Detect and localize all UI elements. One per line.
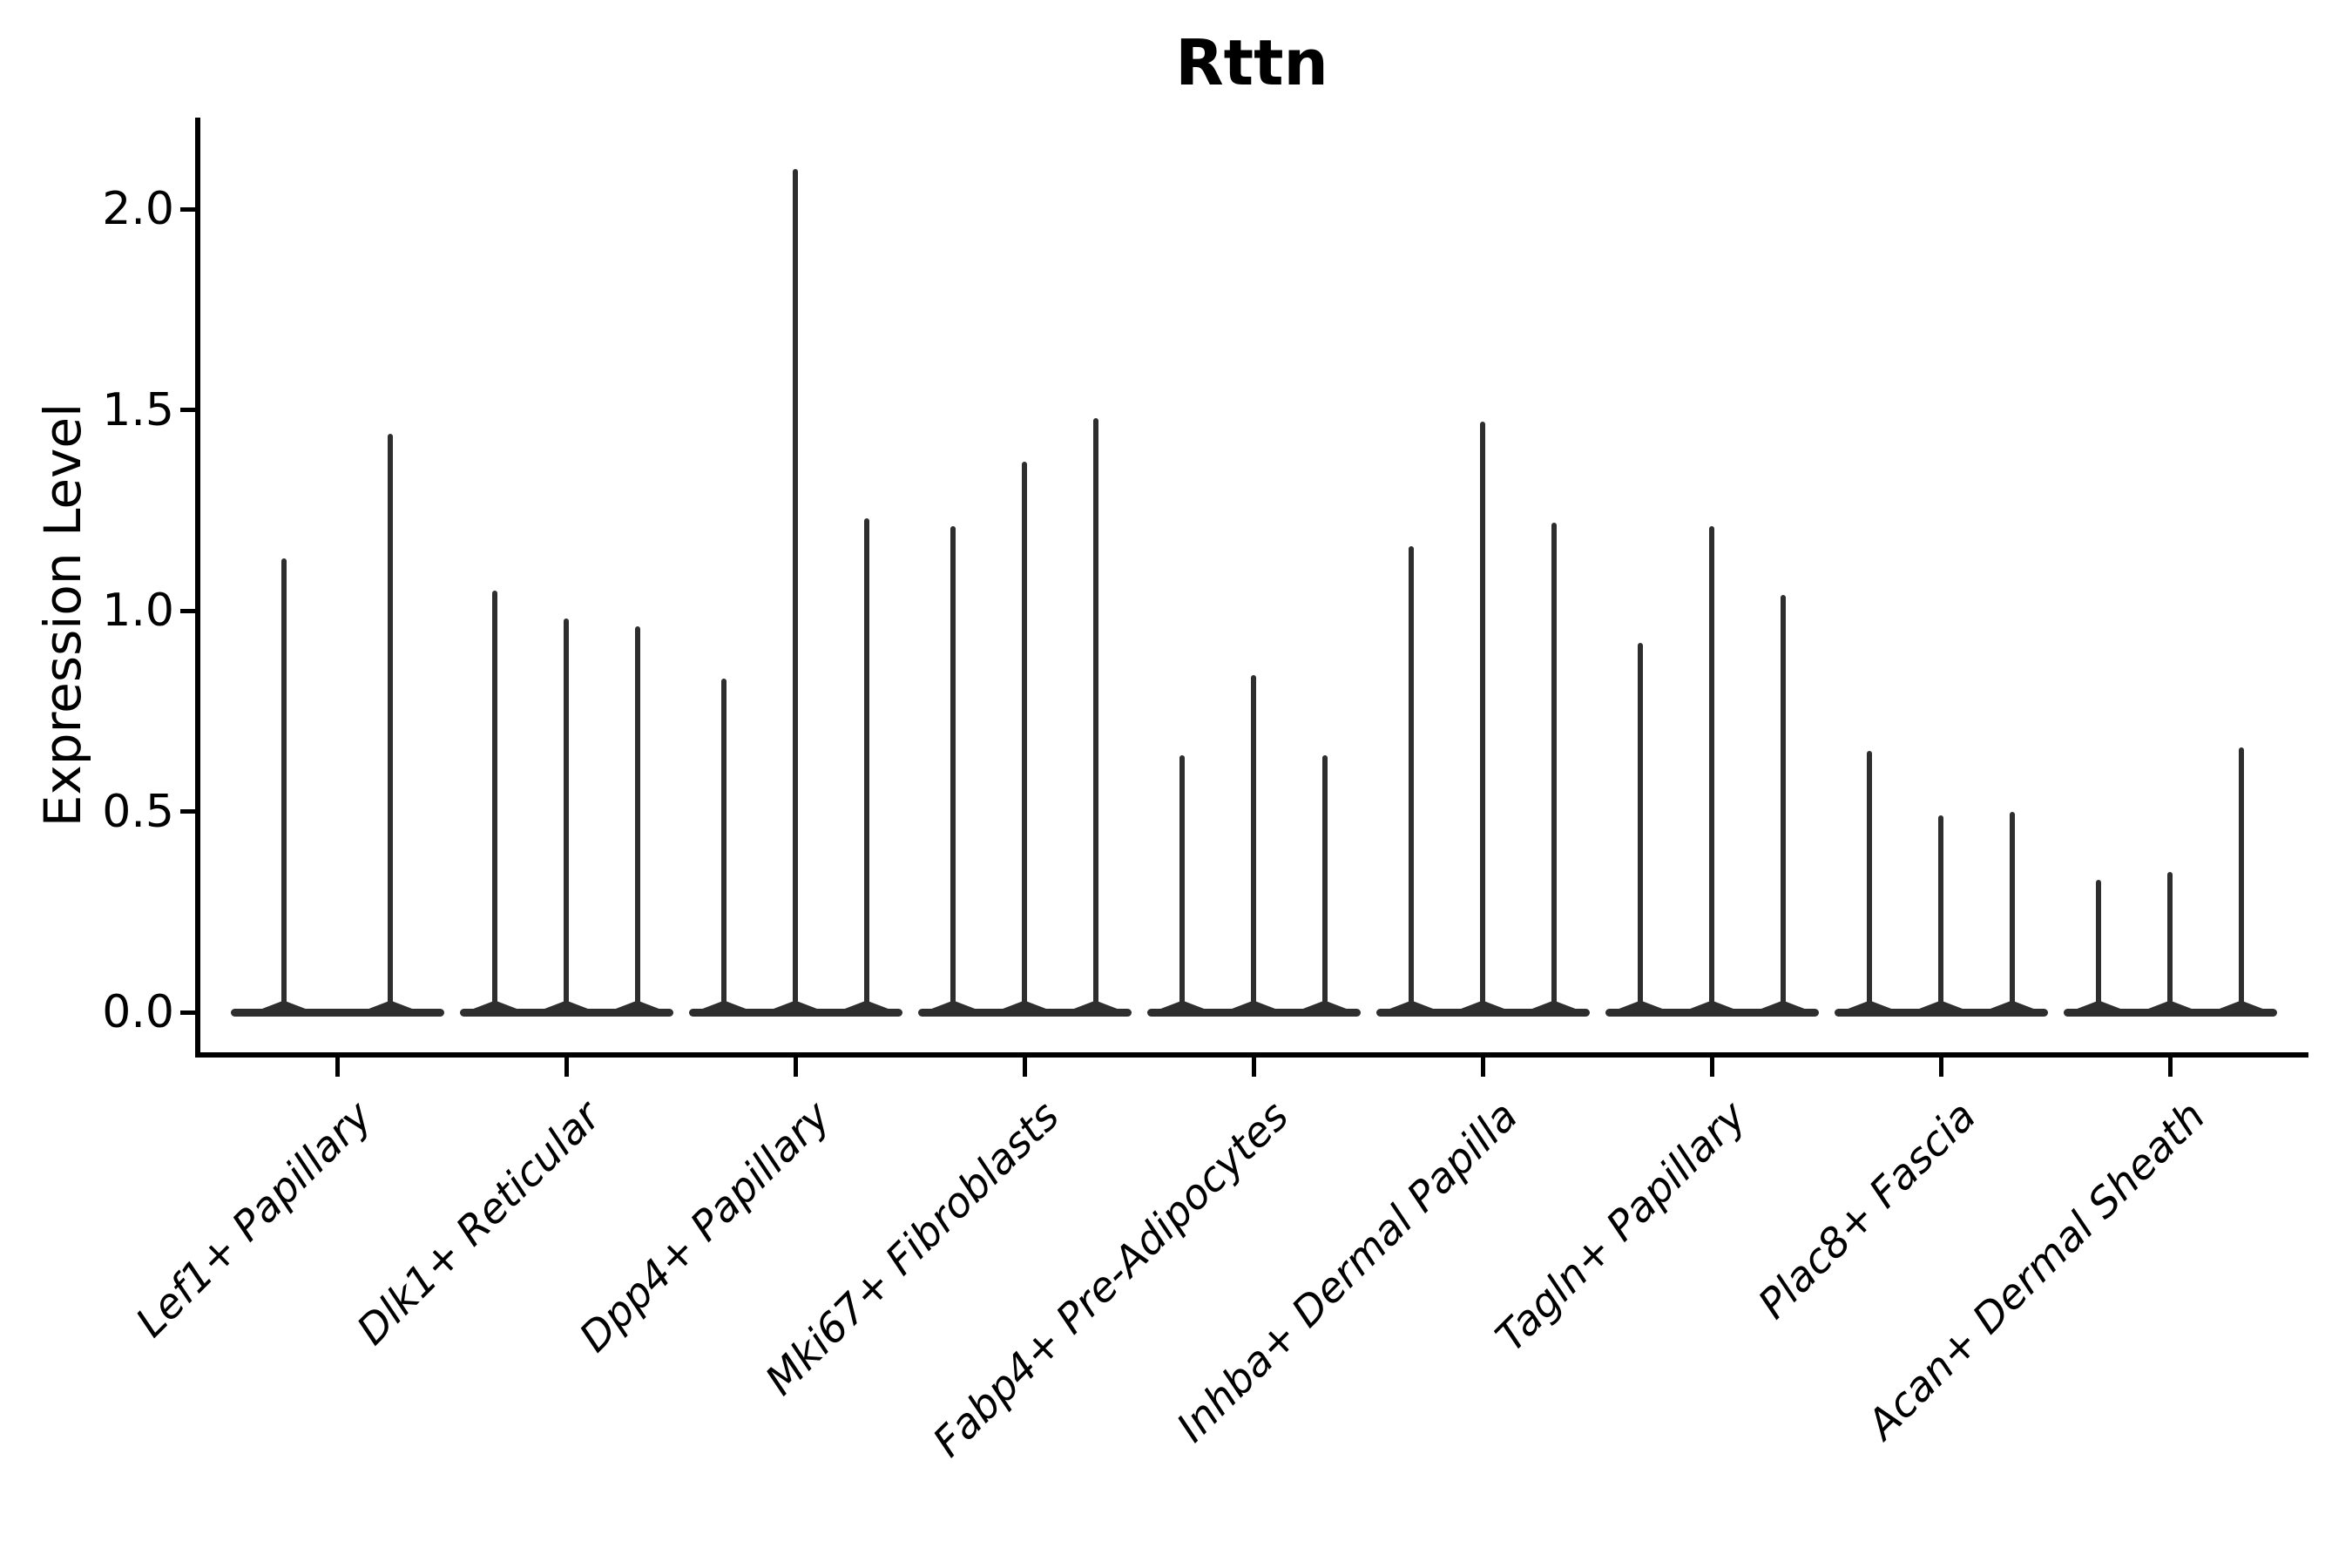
x-tick-label: Plac8+ Fascia (1748, 1092, 1985, 1328)
violin-spike (793, 168, 798, 1014)
y-tick-mark (180, 206, 195, 212)
y-tick-label: 2.0 (102, 183, 174, 235)
y-tick-mark (180, 408, 195, 412)
y-tick-label: 0.0 (102, 986, 174, 1038)
violin-spike (1709, 526, 1714, 1014)
y-tick-mark (180, 608, 195, 613)
plot-title: Rttn (1175, 26, 1328, 99)
violin-spike (1092, 417, 1098, 1014)
violin-spike (388, 434, 394, 1014)
violin-spike (492, 590, 498, 1014)
violin-spike (2167, 871, 2173, 1014)
violin-spike (1179, 754, 1186, 1014)
x-tick-mark (1938, 1058, 1943, 1077)
x-tick-mark (1251, 1058, 1256, 1077)
x-tick-label: Lef1+ Papillary (126, 1092, 382, 1347)
x-tick-mark (1480, 1058, 1485, 1077)
x-tick-mark (793, 1058, 798, 1077)
violin-spike (1638, 642, 1644, 1014)
violin-spike (1551, 522, 1557, 1014)
x-tick-label: Tagln+ Papillary (1486, 1092, 1756, 1362)
violin-spike (2238, 747, 2244, 1014)
y-tick-label: 1.5 (102, 383, 174, 436)
y-axis-spine (195, 118, 200, 1058)
violin-spike (1409, 546, 1415, 1014)
violin-spike (2096, 879, 2102, 1014)
violin-spike (1780, 594, 1786, 1014)
x-tick-mark (1022, 1058, 1027, 1077)
y-tick-mark (180, 1010, 195, 1015)
x-tick-label: Dpp4+ Papillary (570, 1092, 840, 1362)
violin-spike (1321, 754, 1328, 1014)
violin-spike (1251, 674, 1256, 1014)
x-tick-mark (1709, 1058, 1714, 1077)
violin-spike (2009, 811, 2015, 1014)
violin-spike (1022, 462, 1027, 1014)
x-axis-spine (195, 1052, 2308, 1058)
violin-spike (280, 558, 287, 1014)
violin-spike (721, 679, 727, 1014)
y-tick-mark (180, 809, 195, 814)
x-tick-mark (564, 1058, 569, 1077)
violin-spike (950, 526, 956, 1014)
x-tick-label: Dlk1+ Reticular (348, 1092, 611, 1355)
violin-spike (634, 626, 640, 1014)
violin-spike (1480, 422, 1485, 1014)
x-tick-mark (335, 1058, 340, 1077)
violin-group-base (230, 1008, 444, 1017)
violin-spike (1867, 751, 1873, 1014)
violin-spike (863, 517, 869, 1014)
x-tick-mark (2167, 1058, 2173, 1077)
violin-spike (1938, 815, 1943, 1014)
violin-spike (564, 618, 569, 1014)
y-tick-label: 0.5 (102, 785, 174, 838)
y-tick-label: 1.0 (102, 585, 174, 637)
